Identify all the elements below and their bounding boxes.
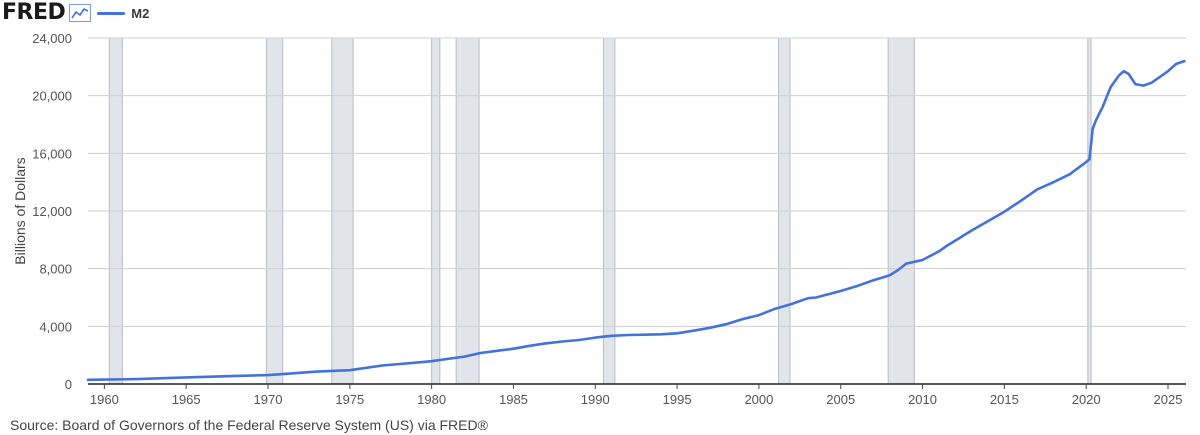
y-tick-label: 20,000 xyxy=(32,89,72,104)
legend-swatch xyxy=(97,11,126,15)
x-tick-label: 1985 xyxy=(499,392,528,407)
x-tick-label: 2005 xyxy=(826,392,855,407)
y-axis-label: Billions of Dollars xyxy=(12,157,28,264)
x-tick-label: 1995 xyxy=(663,392,692,407)
x-tick-label: 1965 xyxy=(172,392,201,407)
series-line-m2 xyxy=(86,59,1186,382)
legend-label: M2 xyxy=(131,5,150,21)
m2-line-chart: 0 4,000 8,000 12,000 16,000 20,000 24,000 1960 1… xyxy=(12,31,1186,407)
x-tick-label: 1970 xyxy=(254,392,283,407)
chart-area: 0 4,000 8,000 12,000 16,000 20,000 24,000 1960 1… xyxy=(0,26,1200,410)
x-tick-label: 1975 xyxy=(335,392,364,407)
y-tick-label: 16,000 xyxy=(32,146,72,161)
x-tick-label: 2010 xyxy=(908,392,937,407)
y-tick-label: 12,000 xyxy=(32,204,72,219)
fred-logo[interactable]: FRED xyxy=(2,0,66,25)
line-chart-icon xyxy=(69,4,92,22)
source-text: Source: Board of Governors of the Federa… xyxy=(10,417,488,433)
x-tick-label: 1990 xyxy=(581,392,610,407)
x-tick-label: 2025 xyxy=(1154,392,1183,407)
chart-header: FRED M2 xyxy=(0,0,1200,26)
y-tick-label: 24,000 xyxy=(32,31,72,46)
x-tick-label: 2015 xyxy=(990,392,1019,407)
x-tick-label: 2000 xyxy=(744,392,773,407)
legend-item-m2: M2 xyxy=(97,6,149,21)
x-tick-label: 2020 xyxy=(1072,392,1101,407)
y-tick-label: 0 xyxy=(65,377,72,392)
y-tick-label: 4,000 xyxy=(39,319,72,334)
y-tick-label: 8,000 xyxy=(39,262,72,277)
x-tick-label: 1980 xyxy=(417,392,446,407)
x-tick-label: 1960 xyxy=(90,392,119,407)
